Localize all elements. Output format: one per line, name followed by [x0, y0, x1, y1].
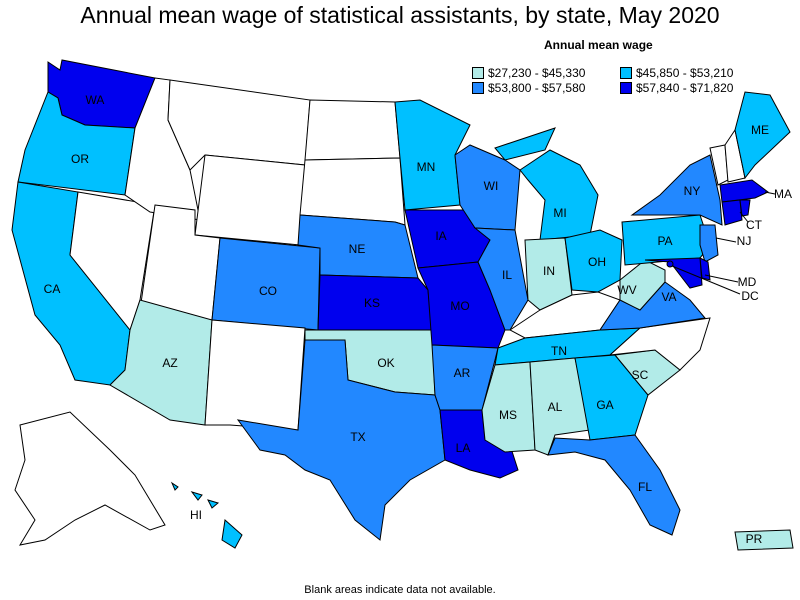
label-ct: CT: [746, 218, 763, 232]
legend-label-tier1: $27,230 - $45,330: [488, 66, 586, 80]
label-wi: WI: [484, 179, 499, 193]
label-dc: DC: [741, 289, 759, 303]
state-nd[interactable]: [304, 99, 401, 161]
legend-item-tier3: $53,800 - $57,580: [472, 81, 585, 95]
label-al: AL: [548, 400, 563, 414]
state-mt[interactable]: [167, 79, 311, 171]
label-ca: CA: [44, 282, 61, 296]
label-or: OR: [71, 152, 89, 166]
label-ok: OK: [377, 356, 394, 370]
state-sd[interactable]: [299, 157, 406, 226]
label-ks: KS: [364, 296, 380, 310]
label-az: AZ: [162, 356, 177, 370]
label-ar: AR: [454, 366, 471, 380]
label-wa: WA: [86, 93, 105, 107]
state-md[interactable]: [644, 257, 703, 289]
label-oh: OH: [588, 255, 606, 269]
label-tx: TX: [350, 430, 365, 444]
legend-label-tier2: $45,850 - $53,210: [636, 66, 734, 80]
label-ne: NE: [349, 242, 366, 256]
label-hi: HI: [190, 508, 202, 522]
leader-line-nj: [715, 237, 737, 243]
state-dc[interactable]: [666, 260, 674, 268]
state-il[interactable]: [473, 227, 529, 331]
label-ms: MS: [499, 408, 517, 422]
legend-label-tier4: $57,840 - $71,820: [636, 81, 734, 95]
state-ny[interactable]: [630, 154, 723, 226]
legend-swatch-tier1: [472, 67, 484, 79]
label-fl: FL: [638, 480, 652, 494]
state-tx[interactable]: [236, 339, 446, 541]
label-md: MD: [738, 275, 757, 289]
state-nm[interactable]: [204, 319, 306, 431]
legend-title: Annual mean wage: [544, 38, 653, 52]
legend-item-tier4: $57,840 - $71,820: [620, 81, 733, 95]
leader-line-ct: [739, 211, 749, 223]
leader-line-ma: [764, 191, 776, 195]
leader-line-dc: [671, 265, 741, 295]
legend-item-tier1: $27,230 - $45,330: [472, 66, 585, 80]
label-in: IN: [543, 264, 555, 278]
state-me[interactable]: [734, 91, 791, 180]
map-title: Annual mean wage of statistical assistan…: [80, 2, 720, 28]
label-ny: NY: [684, 184, 701, 198]
legend-swatch-tier3: [472, 82, 484, 94]
label-ma: MA: [774, 187, 792, 201]
label-mn: MN: [417, 160, 436, 174]
label-wv: WV: [617, 283, 636, 297]
label-va: VA: [661, 290, 676, 304]
state-wy[interactable]: [194, 154, 306, 246]
state-fl[interactable]: [547, 434, 681, 536]
label-co: CO: [259, 284, 277, 298]
label-ga: GA: [596, 398, 613, 412]
label-la: LA: [456, 441, 471, 455]
label-ia: IA: [435, 229, 446, 243]
label-pr: PR: [746, 532, 763, 546]
label-sc: SC: [632, 368, 649, 382]
state-hi[interactable]: [170, 481, 243, 549]
legend-swatch-tier2: [620, 67, 632, 79]
state-wi[interactable]: [454, 144, 521, 231]
legend-item-tier2: $45,850 - $53,210: [620, 66, 733, 80]
label-mi: MI: [553, 206, 566, 220]
state-nj[interactable]: [699, 224, 719, 263]
label-nj: NJ: [737, 234, 752, 248]
label-me: ME: [751, 123, 769, 137]
state-ga[interactable]: [574, 354, 649, 441]
legend-swatch-tier4: [620, 82, 632, 94]
state-ri[interactable]: [739, 199, 751, 217]
state-ak[interactable]: [14, 411, 166, 546]
label-pa: PA: [657, 234, 672, 248]
state-ma[interactable]: [719, 179, 769, 203]
footnote: Blank areas indicate data not available.: [304, 584, 496, 596]
state-ct[interactable]: [721, 199, 743, 226]
state-pr[interactable]: [734, 529, 794, 551]
label-il: IL: [502, 268, 512, 282]
legend-label-tier3: $53,800 - $57,580: [488, 81, 586, 95]
label-tn: TN: [551, 344, 567, 358]
label-mo: MO: [450, 299, 469, 313]
leader-line-md: [704, 274, 739, 283]
